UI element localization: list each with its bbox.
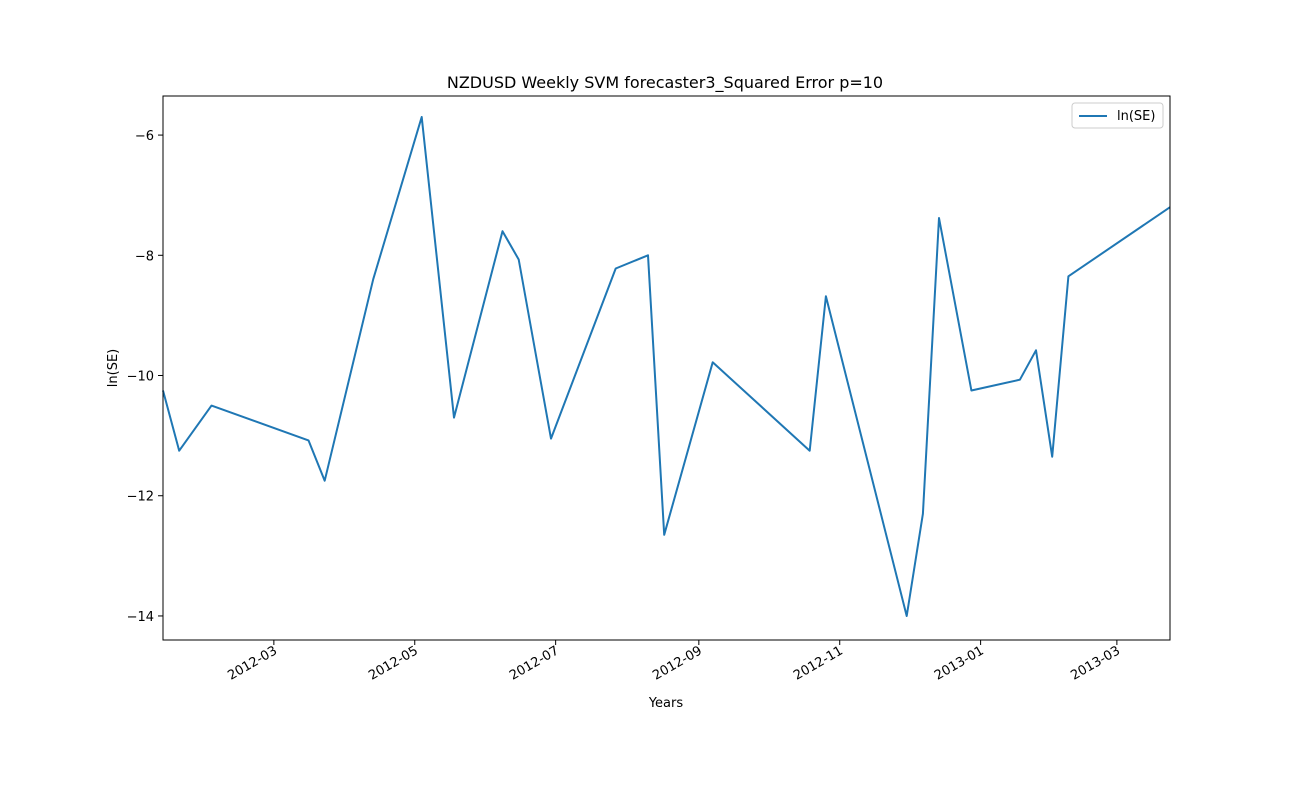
y-axis-label: ln(SE)	[106, 349, 121, 387]
x-tick-label: 2012-03	[225, 643, 280, 683]
y-tick-label: −8	[135, 249, 154, 264]
chart-title: NZDUSD Weekly SVM forecaster3_Squared Er…	[447, 73, 883, 93]
y-tick-label: −10	[127, 370, 154, 385]
y-tick-label: −6	[135, 129, 154, 144]
series-line-ln-se	[162, 116, 1171, 617]
plot-frame	[162, 95, 1171, 641]
x-tick-label: 2012-07	[507, 643, 562, 683]
y-tick-label: −14	[127, 610, 154, 625]
x-tick-label: 2013-03	[1068, 643, 1123, 683]
x-tick-label: 2012-11	[791, 643, 846, 683]
x-tick-label: 2012-09	[650, 643, 705, 683]
legend-box	[1071, 102, 1164, 129]
x-axis-label: Years	[648, 696, 684, 711]
x-tick-label: 2012-05	[366, 643, 421, 683]
x-axis: 2012-03 2012-05 2012-07 2012-09 2012-11 2013-…	[225, 640, 1123, 684]
y-tick-label: −12	[127, 490, 154, 505]
y-axis: −6 −8 −10 −12 −14	[127, 129, 163, 625]
legend-label-ln-se: ln(SE)	[1117, 109, 1155, 124]
x-tick-label: 2013-01	[932, 643, 987, 683]
legend: ln(SE)	[1071, 102, 1164, 129]
